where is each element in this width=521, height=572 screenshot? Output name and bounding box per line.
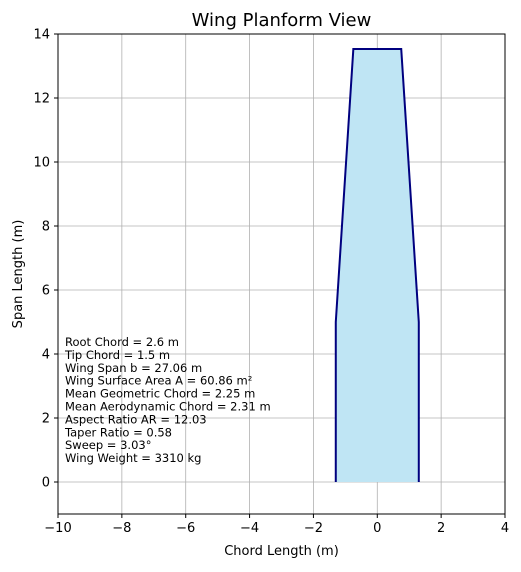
x-tick-label: 2	[437, 521, 445, 536]
x-tick-label: 4	[501, 521, 509, 536]
annotation-line: Mean Aerodynamic Chord = 2.31 m	[65, 400, 271, 414]
plot-frame	[57, 33, 506, 515]
wing-planform-outline	[334, 48, 420, 482]
y-ticks: 0 2 4 6 8 10 12 14	[33, 28, 58, 491]
annotation-line: Wing Surface Area A = 60.86 m²	[65, 374, 252, 388]
annotation-line: Wing Weight = 3310 kg	[65, 451, 201, 465]
y-tick-label: 10	[33, 156, 50, 171]
y-tick-label: 12	[33, 92, 50, 107]
y-tick-label: 8	[42, 220, 50, 235]
x-tick-label: −4	[240, 521, 259, 536]
y-tick-label: 2	[42, 412, 50, 427]
y-tick-label: 0	[42, 476, 50, 491]
annotation-line: Wing Span b = 27.06 m	[65, 361, 202, 375]
annotation-line: Tip Chord = 1.5 m	[64, 348, 170, 362]
y-tick-label: 6	[42, 284, 50, 299]
x-tick-label: −2	[304, 521, 323, 536]
annotation-line: Aspect Ratio AR = 12.03	[65, 412, 207, 426]
annotation-line: Taper Ratio = 0.58	[64, 425, 172, 439]
x-ticks: −10 −8 −6 −4 −2 0 2 4	[44, 514, 509, 536]
annotation-line: Root Chord = 2.6 m	[65, 335, 179, 349]
y-axis-label: Span Length (m)	[11, 220, 26, 329]
chart-title: Wing Planform View	[192, 10, 372, 31]
wing-planform-fill	[335, 49, 419, 482]
y-tick-label: 14	[33, 28, 50, 43]
annotation-line: Sweep = 3.03°	[65, 438, 151, 452]
x-tick-label: −6	[176, 521, 195, 536]
annotation-line: Mean Geometric Chord = 2.25 m	[65, 387, 255, 401]
x-tick-label: 0	[373, 521, 381, 536]
x-axis-label: Chord Length (m)	[224, 544, 339, 559]
x-tick-label: −8	[112, 521, 131, 536]
x-tick-label: −10	[44, 521, 71, 536]
y-tick-label: 4	[42, 348, 50, 363]
data-layer	[334, 48, 420, 482]
